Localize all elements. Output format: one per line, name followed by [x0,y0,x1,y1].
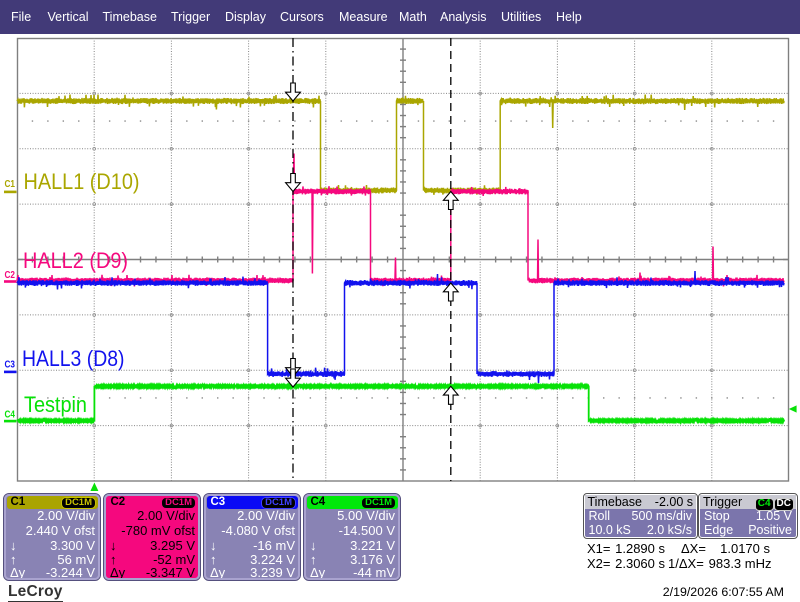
svg-text:C4: C4 [5,409,16,420]
svg-text:HALL2 (D9): HALL2 (D9) [23,248,128,273]
svg-text:HALL1 (D10): HALL1 (D10) [24,169,140,194]
svg-text:C2: C2 [5,270,16,281]
svg-text:C3: C3 [5,360,16,371]
svg-text:C1: C1 [5,179,16,190]
svg-text:Testpin: Testpin [24,392,87,417]
svg-text:HALL3 (D8): HALL3 (D8) [22,346,125,371]
